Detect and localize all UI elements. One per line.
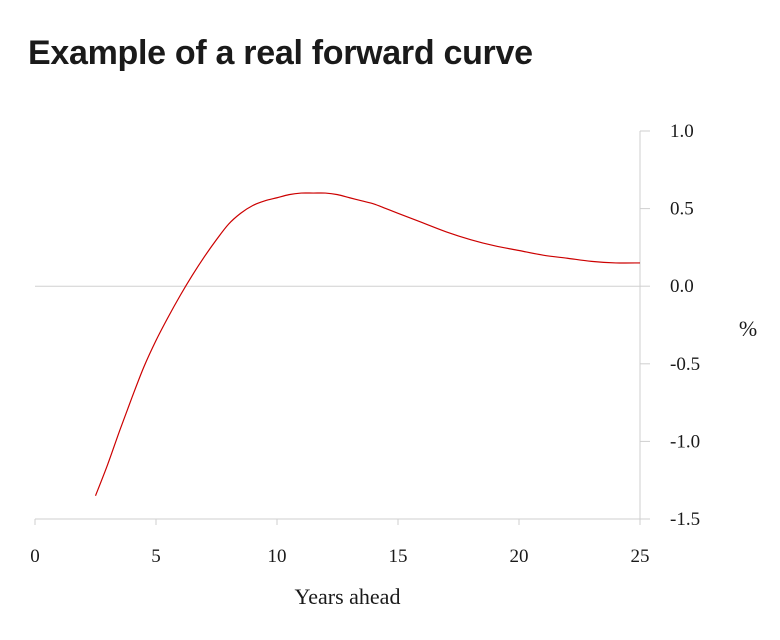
x-tick-label: 10	[268, 546, 287, 567]
y-tick-label: -1.5	[670, 509, 700, 530]
x-axis-label: Years ahead	[295, 584, 401, 609]
series-layer	[94, 192, 641, 496]
x-tick-label: 20	[510, 546, 529, 567]
axes	[35, 131, 641, 520]
x-tick-label: 25	[631, 546, 650, 567]
x-tick-label: 0	[30, 546, 40, 567]
chart-title: Example of a real forward curve	[28, 34, 533, 72]
y-tick-label: -0.5	[670, 354, 700, 375]
y-tick-label: -1.0	[670, 431, 700, 452]
y-axis-label: %	[739, 316, 757, 341]
forward-curve-line	[94, 192, 641, 496]
y-tick-label: 0.0	[670, 276, 694, 297]
ticks: 0 5 10 15 20 25 1.0 0.5 0.0 -0.5 -1.0 -1.5	[30, 121, 700, 567]
x-tick-label: 5	[151, 546, 161, 567]
x-tick-label: 15	[389, 546, 408, 567]
y-tick-label: 0.5	[670, 199, 694, 220]
y-tick-label: 1.0	[670, 121, 694, 142]
